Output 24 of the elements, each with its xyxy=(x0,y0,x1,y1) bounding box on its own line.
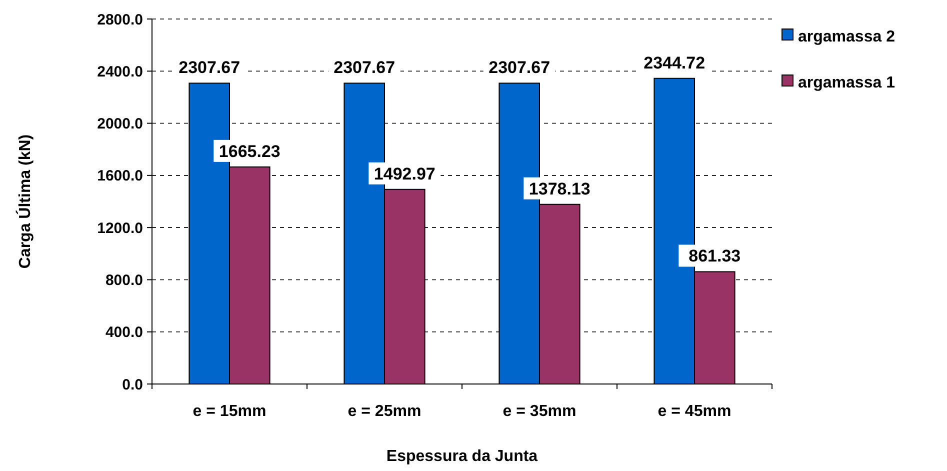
y-tick-label: 400.0 xyxy=(105,324,143,342)
x-tick-label: e = 45mm xyxy=(658,403,732,420)
y-axis-title: Carga Última (kN) xyxy=(15,134,34,269)
x-axis-title: Espessura da Junta xyxy=(386,448,538,465)
y-tick-label: 800.0 xyxy=(105,272,143,289)
data-label: 2307.67 xyxy=(178,58,240,78)
y-tick-label: 1200.0 xyxy=(97,220,143,237)
y-tick-label: 0.0 xyxy=(122,376,143,394)
data-label: 2307.67 xyxy=(488,58,550,78)
data-label: 1492.97 xyxy=(374,164,436,184)
y-tick-label: 1600.0 xyxy=(97,168,143,185)
data-label: 2344.72 xyxy=(644,53,706,72)
data-label: 2307.67 xyxy=(334,58,396,78)
y-tick-label: 2800.0 xyxy=(97,11,143,28)
data-label: 861.33 xyxy=(688,246,741,266)
data-label: 1665.23 xyxy=(218,142,280,161)
y-tick-label: 2400.0 xyxy=(97,63,143,80)
x-tick-label: e = 15mm xyxy=(192,403,266,420)
legend-label: argamassa 2 xyxy=(798,28,896,46)
x-tick-label: e = 25mm xyxy=(348,403,422,420)
legend-label: argamassa 1 xyxy=(798,74,896,92)
y-tick-label: 2000.0 xyxy=(97,116,143,133)
x-tick-label: e = 35mm xyxy=(502,403,576,420)
data-label: 1378.13 xyxy=(528,179,590,198)
